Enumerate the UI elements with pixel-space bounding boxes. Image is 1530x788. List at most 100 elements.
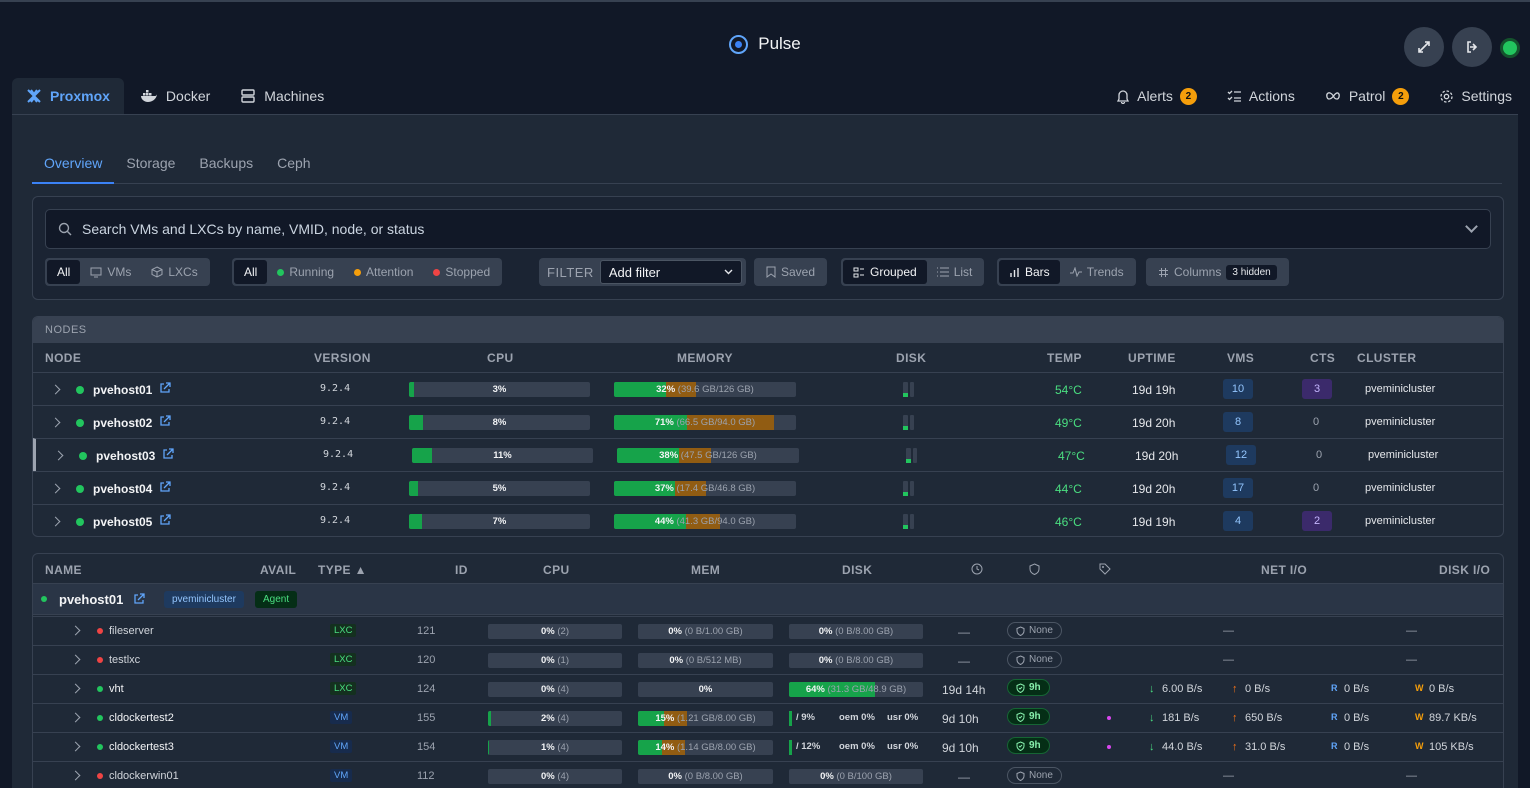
backup-status-pill[interactable]: None [1007,651,1062,668]
clock-icon[interactable] [971,563,983,575]
guest-row[interactable]: fileserver LXC 121 0% (2) 0% (0 B/1.00 G… [33,616,1503,645]
node-vms-count[interactable]: 12 [1226,445,1256,465]
tag-icon[interactable] [1099,563,1111,575]
col-guest-disk[interactable]: DISK [842,563,873,577]
col-mem[interactable]: MEM [691,563,721,577]
expand-chevron-icon[interactable] [50,384,61,395]
backup-status-pill[interactable]: None [1007,622,1062,639]
columns-button[interactable]: Columns 3 hidden [1146,258,1289,286]
col-net-io[interactable]: NET I/O [1261,563,1308,577]
node-vms-count[interactable]: 17 [1223,478,1253,498]
col-cluster[interactable]: CLUSTER [1357,351,1417,365]
node-vms-count[interactable]: 8 [1223,412,1253,432]
guest-name[interactable]: fileserver [109,625,154,637]
external-link-icon[interactable] [159,415,171,427]
col-node[interactable]: NODE [45,351,82,365]
settings-link[interactable]: Settings [1439,88,1512,104]
guest-row[interactable]: vht LXC 124 0% (4) 0% 64% (31.3 GB/48.9 … [33,674,1503,703]
node-name[interactable]: pvehost04 [93,482,153,496]
type-vms-button[interactable]: VMs [80,260,141,284]
status-all-button[interactable]: All [234,260,268,284]
col-version[interactable]: VERSION [314,351,371,365]
expand-chevron-icon[interactable] [53,450,64,461]
grouped-view-button[interactable]: Grouped [843,260,927,284]
backup-status-pill[interactable]: 9h [1007,737,1050,754]
expand-chevron-icon[interactable] [70,654,81,665]
expand-chevron-icon[interactable] [70,683,81,694]
alerts-link[interactable]: Alerts 2 [1116,87,1197,105]
expand-chevron-icon[interactable] [50,483,61,494]
list-view-button[interactable]: List [927,260,983,284]
expand-chevron-icon[interactable] [50,417,61,428]
col-vms[interactable]: VMS [1227,351,1255,365]
expand-chevron-icon[interactable] [70,712,81,723]
tab-machines[interactable]: Machines [226,78,338,114]
shield-icon[interactable] [1029,563,1040,575]
expand-chevron-icon[interactable] [70,770,81,781]
node-name[interactable]: pvehost02 [93,416,153,430]
backup-status-pill[interactable]: None [1007,767,1062,784]
node-group-header[interactable]: pvehost01 pveminicluster Agent [33,584,1503,615]
node-row[interactable]: pvehost04 9.2.4 5% 37% (17.4 GB/46.8 GB)… [33,471,1503,504]
saved-filters-button[interactable]: Saved [754,258,828,286]
chevron-down-icon[interactable] [1465,220,1478,233]
status-attention-button[interactable]: Attention [344,260,423,284]
external-link-icon[interactable] [159,514,171,526]
external-link-icon[interactable] [159,481,171,493]
col-uptime[interactable]: UPTIME [1128,351,1176,365]
actions-link[interactable]: Actions [1227,88,1295,104]
bars-mode-button[interactable]: Bars [999,260,1060,284]
status-running-button[interactable]: Running [267,260,344,284]
guest-name[interactable]: cldockertest3 [109,741,174,753]
node-row[interactable]: pvehost03 9.2.4 11% 38% (47.5 GB/126 GB)… [33,438,1503,471]
expand-chevron-icon[interactable] [50,516,61,527]
subtab-storage[interactable]: Storage [126,155,176,171]
status-stopped-button[interactable]: Stopped [423,260,500,284]
node-row[interactable]: pvehost01 9.2.4 3% 32% (39.6 GB/126 GB) … [33,372,1503,405]
node-cts-count[interactable]: 3 [1302,379,1332,399]
guest-name[interactable]: cldockertest2 [109,712,174,724]
patrol-link[interactable]: Patrol 2 [1325,87,1410,105]
guest-name[interactable]: cldockerwin01 [109,770,179,782]
col-guest-cpu[interactable]: CPU [543,563,570,577]
node-row[interactable]: pvehost02 9.2.4 8% 71% (66.5 GB/94.0 GB)… [33,405,1503,438]
col-memory[interactable]: MEMORY [677,351,733,365]
backup-status-pill[interactable]: 9h [1007,708,1050,725]
col-cpu[interactable]: CPU [487,351,514,365]
col-disk-io[interactable]: DISK I/O [1439,563,1491,577]
col-disk[interactable]: DISK [896,351,927,365]
col-type[interactable]: TYPE ▲ [318,563,367,577]
node-vms-count[interactable]: 4 [1223,511,1253,531]
col-avail[interactable]: AVAIL [260,563,297,577]
node-name[interactable]: pvehost03 [96,449,156,463]
subtab-overview[interactable]: Overview [32,152,115,184]
col-cts[interactable]: CTS [1310,351,1336,365]
tab-proxmox[interactable]: Proxmox [12,78,124,114]
type-lxcs-button[interactable]: LXCs [141,260,207,284]
guest-row[interactable]: cldockertest2 VM 155 2% (4) 15% (1.21 GB… [33,703,1503,732]
fullscreen-button[interactable] [1404,27,1444,67]
backup-status-pill[interactable]: 9h [1007,679,1050,696]
add-filter-select[interactable]: Add filter [599,260,742,284]
subtab-ceph[interactable]: Ceph [277,155,311,171]
node-vms-count[interactable]: 10 [1223,379,1253,399]
guest-row[interactable]: testlxc LXC 120 0% (1) 0% (0 B/512 MB) 0… [33,645,1503,674]
guest-row[interactable]: cldockertest3 VM 154 1% (4) 14% (1.14 GB… [33,732,1503,761]
col-name[interactable]: NAME [45,563,82,577]
guest-name[interactable]: vht [109,683,124,695]
node-cts-count[interactable]: 2 [1302,511,1332,531]
guest-name[interactable]: testlxc [109,654,141,666]
expand-chevron-icon[interactable] [70,741,81,752]
col-temp[interactable]: TEMP [1047,351,1082,365]
subtab-backups[interactable]: Backups [199,155,254,171]
col-id[interactable]: ID [455,563,468,577]
guest-row[interactable]: cldockerwin01 VM 112 0% (4) 0% (0 B/8.00… [33,761,1503,788]
tab-docker[interactable]: Docker [126,78,224,114]
trends-mode-button[interactable]: Trends [1060,260,1134,284]
external-link-icon[interactable] [133,593,145,605]
node-row[interactable]: pvehost05 9.2.4 7% 44% (41.3 GB/94.0 GB)… [33,504,1503,536]
external-link-icon[interactable] [159,382,171,394]
node-name[interactable]: pvehost05 [93,515,153,529]
node-name[interactable]: pvehost01 [93,383,153,397]
search-input[interactable]: Search VMs and LXCs by name, VMID, node,… [45,209,1491,249]
